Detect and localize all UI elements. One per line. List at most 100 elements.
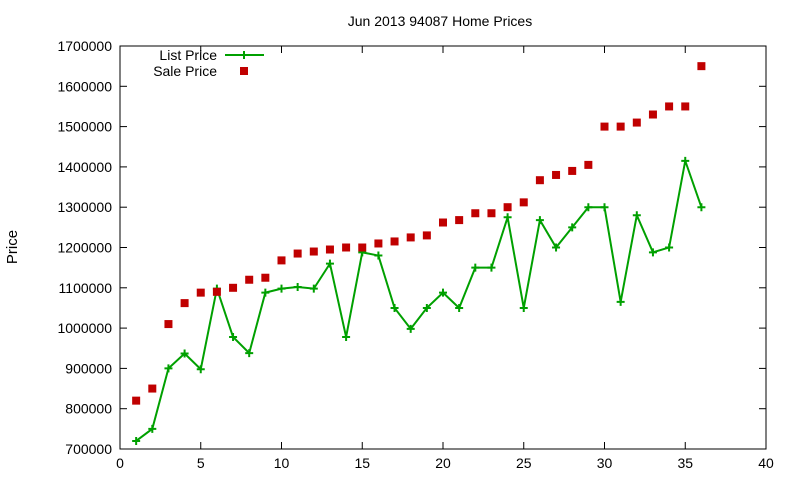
list-price-point	[325, 259, 334, 268]
y-tick-label: 1700000	[57, 38, 112, 54]
sale-price-point	[164, 320, 173, 329]
sale-price-point	[584, 160, 593, 169]
list-price-point	[568, 223, 577, 232]
y-axis-label: Price	[4, 230, 21, 264]
list-price-point	[406, 324, 415, 333]
sale-price-point	[148, 384, 157, 393]
list-price-point	[455, 303, 464, 312]
chart-title: Jun 2013 94087 Home Prices	[348, 13, 532, 29]
sale-price-point	[325, 245, 334, 254]
list-price-point	[648, 248, 657, 257]
y-tick-label: 1300000	[57, 199, 112, 215]
x-tick-label: 40	[758, 455, 774, 471]
sale-price-point	[406, 233, 415, 242]
list-price-point	[374, 251, 383, 260]
list-price-point	[681, 156, 690, 165]
sale-price-point	[212, 287, 221, 296]
sale-price-point	[503, 203, 512, 212]
sale-price-point	[309, 247, 318, 256]
sale-price-point	[422, 231, 431, 240]
y-tick-label: 1100000	[59, 280, 113, 296]
x-tick-label: 5	[197, 455, 205, 471]
y-tick-label: 900000	[65, 360, 112, 376]
sale-price-point	[132, 396, 141, 405]
list-price-point	[148, 424, 157, 433]
sale-price-point	[552, 170, 561, 179]
x-tick-label: 0	[116, 455, 124, 471]
list-price-point	[632, 211, 641, 220]
list-price-point	[519, 303, 528, 312]
y-tick-label: 1600000	[57, 78, 112, 94]
sale-price-point	[519, 198, 528, 207]
list-price-point	[697, 203, 706, 212]
sale-price-point	[261, 273, 270, 282]
sale-price-point	[342, 243, 351, 252]
sale-price-point	[390, 237, 399, 246]
sale-price-point	[681, 102, 690, 111]
sale-price-point	[245, 275, 254, 284]
y-tick-label: 1200000	[57, 240, 112, 256]
list-price-point	[309, 284, 318, 293]
list-price-point	[245, 349, 254, 358]
list-price-point	[132, 436, 141, 445]
x-tick-label: 15	[354, 455, 370, 471]
list-price-point	[471, 263, 480, 272]
x-tick-label: 35	[677, 455, 693, 471]
x-tick-label: 20	[435, 455, 451, 471]
list-price-point	[342, 332, 351, 341]
sale-price-point	[535, 176, 544, 185]
list-price-point	[164, 364, 173, 373]
sale-price-point	[196, 288, 205, 297]
list-price-point	[503, 213, 512, 222]
list-price-point	[229, 332, 238, 341]
legend-marker-list-price	[240, 51, 248, 59]
list-price-point	[261, 288, 270, 297]
x-tick-label: 25	[516, 455, 532, 471]
list-price-point	[293, 282, 302, 291]
list-price-line	[135, 156, 703, 442]
list-price-point	[180, 349, 189, 358]
chart-legend: List Price Sale Price	[153, 47, 264, 79]
sale-price-point	[358, 243, 367, 252]
list-price-point	[439, 288, 447, 297]
list-price-point	[584, 203, 593, 212]
list-price-point	[552, 243, 561, 252]
axis-ticks: 0 5 10 15 20 25 30 35 40 700000 800000 900000 100000…	[57, 38, 774, 471]
legend-label-list-price: List Price	[159, 47, 217, 63]
sale-price-point	[600, 122, 609, 131]
list-price-point	[390, 303, 399, 312]
y-tick-label: 1400000	[57, 159, 112, 175]
sale-price-point	[229, 283, 238, 292]
x-tick-label: 30	[597, 455, 613, 471]
sale-price-point	[374, 239, 383, 248]
legend-marker-sale-price	[240, 67, 248, 75]
y-tick-label: 800000	[65, 401, 112, 417]
y-tick-label: 700000	[65, 441, 112, 457]
sale-price-point	[455, 216, 464, 225]
legend-label-sale-price: Sale Price	[153, 63, 217, 79]
sale-price-point	[471, 209, 480, 218]
list-price-point	[600, 203, 609, 212]
sale-price-point	[568, 166, 577, 175]
y-tick-label: 1000000	[57, 320, 112, 336]
sale-price-point	[616, 122, 625, 131]
sale-price-point	[697, 62, 706, 71]
sale-price-point	[180, 299, 189, 308]
sale-price-point	[648, 110, 657, 119]
x-tick-label: 10	[274, 455, 290, 471]
y-tick-label: 1500000	[57, 119, 112, 135]
sale-price-point	[439, 218, 447, 227]
sale-price-point	[277, 256, 286, 265]
list-price-point	[196, 365, 205, 374]
sale-price-point	[293, 249, 302, 258]
sale-price-point	[665, 102, 674, 111]
list-price-point	[422, 303, 431, 312]
list-price-point	[616, 297, 625, 306]
list-price-point	[535, 216, 544, 225]
sale-price-point	[487, 209, 496, 218]
list-price-point	[277, 284, 286, 293]
list-price-point	[665, 243, 674, 252]
list-price-point	[487, 263, 496, 272]
